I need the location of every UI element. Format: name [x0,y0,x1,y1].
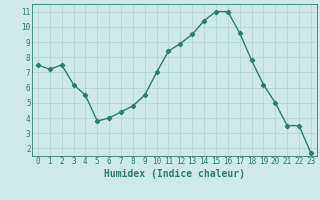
X-axis label: Humidex (Indice chaleur): Humidex (Indice chaleur) [104,169,245,179]
